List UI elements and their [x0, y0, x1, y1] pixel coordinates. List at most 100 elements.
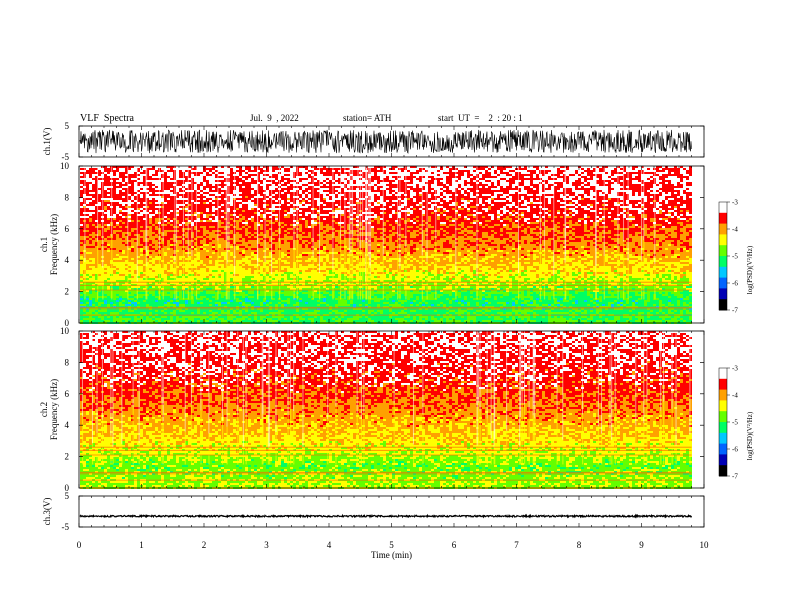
spectrogram-cell	[185, 210, 188, 212]
spectrogram-cell	[194, 178, 197, 180]
spectrogram-cell	[86, 170, 89, 172]
spectrogram-cell	[497, 190, 500, 192]
spectrogram-cell	[221, 208, 224, 210]
spectrogram-cell	[188, 206, 191, 208]
spectrogram-cell	[542, 166, 545, 168]
spectrogram-cell	[647, 198, 650, 200]
spectrogram-cell	[581, 210, 584, 212]
spectrogram-cell	[131, 186, 134, 188]
spectrogram-cell	[263, 192, 266, 194]
spectrogram-cell	[128, 170, 131, 172]
spectrogram-cell	[206, 190, 209, 192]
spectrogram-cell	[245, 198, 248, 200]
spectrogram-cell	[542, 174, 545, 176]
spectrogram-cell	[584, 188, 587, 190]
spectrogram-cell	[476, 166, 479, 168]
spectrogram-cell	[497, 166, 500, 168]
spectrogram-cell	[416, 196, 419, 198]
spectrogram-cell	[533, 206, 536, 208]
spectrogram-cell	[545, 168, 548, 170]
spectrogram-cell	[119, 192, 122, 194]
spectrogram-cell	[590, 208, 593, 210]
spectrogram-cell	[671, 166, 674, 168]
spectrogram-cell	[662, 174, 665, 176]
spectrogram-cell	[194, 208, 197, 210]
spectrogram-cell	[284, 176, 287, 178]
spectrogram-cell	[185, 192, 188, 194]
spectrogram-cell	[380, 178, 383, 180]
spectrogram-cell	[623, 186, 626, 188]
spectrogram-cell	[131, 188, 134, 190]
spectrogram-cell	[464, 198, 467, 200]
spectrogram-cell	[572, 174, 575, 176]
spectrogram-cell	[431, 188, 434, 190]
spectrogram-cell	[149, 180, 152, 182]
spectrogram-cell	[611, 210, 614, 212]
spectrogram-cell	[209, 170, 212, 172]
spectrogram-cell	[155, 180, 158, 182]
spectrogram-cell	[410, 196, 413, 198]
spectrogram-cell	[581, 200, 584, 202]
spectrogram-cell	[380, 204, 383, 206]
spectrogram-cell	[497, 200, 500, 202]
spectrogram-cell	[311, 170, 314, 172]
spectrogram-cell	[107, 200, 110, 202]
spectrogram-cell	[134, 194, 137, 196]
spectrogram-cell	[224, 166, 227, 168]
spectrogram-cell	[647, 178, 650, 180]
spectrogram-cell	[419, 202, 422, 204]
spectrogram-cell	[413, 194, 416, 196]
spectrogram-cell	[488, 202, 491, 204]
spectrogram-cell	[638, 196, 641, 198]
spectrogram-cell	[488, 182, 491, 184]
spectrogram-cell	[617, 166, 620, 168]
spectrogram-cell	[635, 168, 638, 170]
spectrogram-cell	[125, 212, 128, 214]
spectrogram-cell	[86, 174, 89, 176]
spectrogram-cell	[125, 174, 128, 176]
spectrogram-cell	[320, 184, 323, 186]
spectrogram-cell	[194, 194, 197, 196]
spectrogram-cell	[515, 178, 518, 180]
spectrogram-cell	[392, 174, 395, 176]
spectrogram-cell	[593, 196, 596, 198]
spectrogram-cell	[656, 198, 659, 200]
spectrogram-cell	[674, 190, 677, 192]
spectrogram-cell	[362, 172, 365, 174]
spectrogram-cell	[590, 210, 593, 212]
spectrogram-cell	[275, 210, 278, 212]
spectrogram-cell	[608, 188, 611, 190]
spectrogram-cell	[452, 166, 455, 168]
spectrogram-cell	[380, 174, 383, 176]
spectrogram-cell	[215, 180, 218, 182]
spectrogram-cell	[200, 178, 203, 180]
spectrogram-cell	[167, 198, 170, 200]
spectrogram-cell	[437, 178, 440, 180]
spectrogram-cell	[299, 186, 302, 188]
spectrogram-cell	[308, 180, 311, 182]
spectrogram-cell	[593, 198, 596, 200]
spectrogram-cell	[353, 176, 356, 178]
spectrogram-cell	[557, 210, 560, 212]
spectrogram-cell	[686, 172, 689, 174]
spectrogram-cell	[128, 186, 131, 188]
spectrogram-cell	[257, 206, 260, 208]
spectrogram-cell	[668, 194, 671, 196]
spectrogram-cell	[185, 180, 188, 182]
spectrogram-cell	[488, 170, 491, 172]
spectrogram-cell	[638, 192, 641, 194]
spectrogram-cell	[464, 182, 467, 184]
spectrogram-cell	[557, 200, 560, 202]
spectrogram-cell	[338, 176, 341, 178]
spectrogram-cell	[626, 194, 629, 196]
ch1-spectrogram-image	[80, 166, 692, 324]
spectrogram-cell	[389, 200, 392, 202]
spectrogram-cell	[503, 180, 506, 182]
spectrogram-cell	[557, 188, 560, 190]
spectrogram-cell	[629, 192, 632, 194]
spectrogram-cell	[302, 178, 305, 180]
spectrogram-cell	[494, 168, 497, 170]
spectrogram-cell	[119, 210, 122, 212]
spectrogram-cell	[344, 166, 347, 168]
spectrogram-cell	[674, 168, 677, 170]
